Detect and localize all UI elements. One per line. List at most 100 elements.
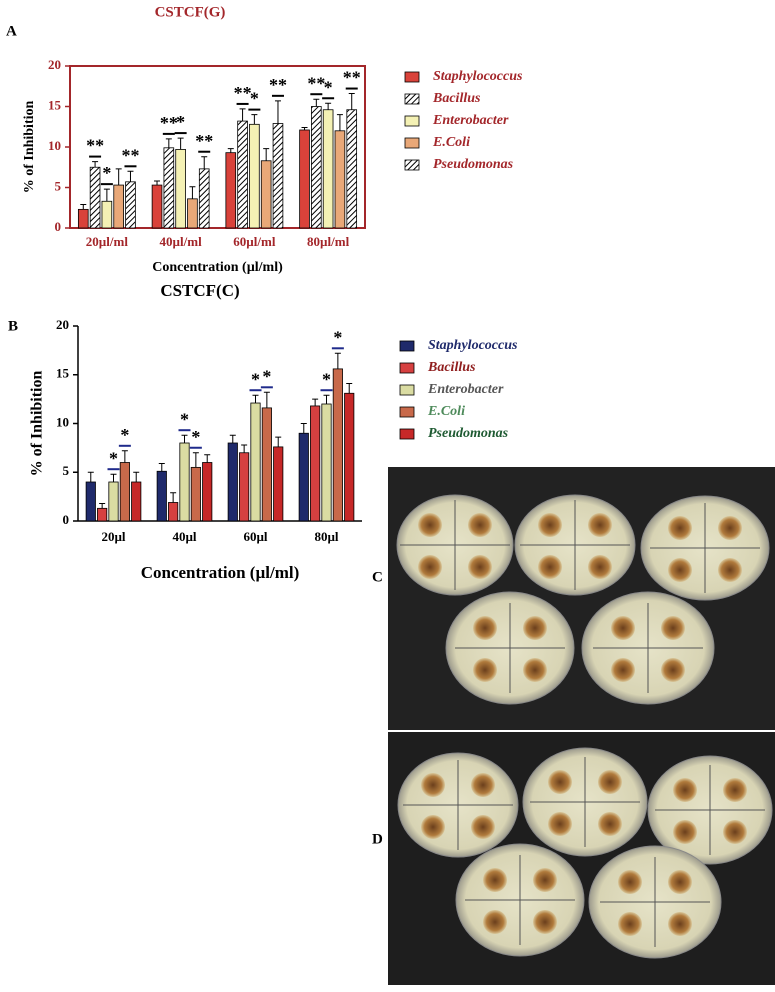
chart-title: CSTCF(G) (155, 4, 226, 20)
error-bar (165, 138, 172, 148)
bar (77, 208, 89, 229)
zone (533, 910, 557, 934)
error-bar (170, 492, 177, 503)
zone (473, 658, 497, 682)
bar (163, 147, 175, 229)
bar (310, 405, 321, 522)
zone (673, 820, 697, 844)
error-bar (121, 450, 128, 463)
plot-frame (69, 65, 366, 229)
inhibition-zones (400, 500, 765, 947)
error-bar (348, 93, 355, 110)
legend-label: Bacillus (427, 360, 476, 375)
error-bar (227, 148, 234, 153)
photo-c (388, 467, 775, 730)
zone (618, 870, 642, 894)
legend-swatch (404, 71, 420, 83)
significance-mark: * (176, 112, 185, 132)
bar (299, 129, 310, 229)
error-bar (201, 156, 208, 169)
bar (250, 402, 261, 522)
significance-mark: ** (86, 136, 104, 156)
photo-d (388, 732, 775, 985)
error-bar (346, 383, 353, 394)
zone (421, 815, 445, 839)
bar (311, 106, 322, 229)
error-bar (133, 471, 140, 482)
zone (598, 812, 622, 836)
panel-label: B (8, 318, 18, 334)
significance-mark: ** (343, 68, 361, 88)
bar (131, 481, 142, 522)
zone (723, 778, 747, 802)
error-bar (323, 394, 330, 404)
zone (668, 516, 692, 540)
panel-label: A (6, 23, 17, 39)
significance-mark: * (262, 366, 271, 386)
zone (523, 616, 547, 640)
legend-label: Enterobacter (432, 113, 509, 128)
error-bar (263, 391, 270, 408)
error-bar (103, 188, 110, 202)
zone (661, 616, 685, 640)
error-bar (87, 471, 94, 482)
bar (332, 368, 343, 522)
significance-mark: ** (121, 145, 139, 165)
bar (249, 123, 260, 229)
legend-swatch (404, 159, 420, 171)
zone (611, 658, 635, 682)
bar (113, 184, 124, 229)
error-bar (334, 352, 341, 369)
significance-mark: * (102, 163, 111, 183)
error-bar (192, 452, 199, 468)
y-tick-label: 20 (56, 317, 69, 332)
panel-label: C (372, 569, 383, 585)
zone (471, 773, 495, 797)
zone (618, 912, 642, 936)
zone (673, 778, 697, 802)
zone (473, 616, 497, 640)
bar (187, 198, 198, 229)
legend-swatch (404, 93, 420, 105)
error-bar (301, 127, 308, 130)
error-bar (154, 180, 161, 186)
x-tick-label: 40µl/ml (160, 234, 203, 249)
x-axis-label: Concentration (µl/ml) (141, 563, 300, 582)
zone (668, 870, 692, 894)
error-bar (241, 444, 248, 453)
error-bar (158, 462, 165, 472)
error-bar (275, 436, 282, 447)
legend-swatch (399, 384, 415, 396)
bar (198, 168, 210, 229)
zone (548, 812, 572, 836)
legend-label: Staphylococcus (428, 338, 518, 353)
error-bar (92, 161, 99, 168)
x-tick-label: 80µl/ml (307, 234, 350, 249)
error-bar (189, 186, 196, 199)
significance-mark: ** (269, 75, 287, 95)
zone (718, 516, 742, 540)
y-tick-label: 10 (56, 414, 69, 429)
legend-label: Pseudomonas (428, 426, 509, 441)
bar (97, 507, 108, 522)
legend-swatch (404, 115, 420, 127)
panel-label: D (372, 831, 383, 847)
legend-label: E.Coli (427, 404, 465, 419)
significance-mark: ** (234, 83, 252, 103)
error-bar (251, 114, 258, 125)
y-tick-label: 15 (56, 366, 70, 381)
zone (483, 868, 507, 892)
zone (588, 513, 612, 537)
error-bar (300, 423, 307, 434)
y-tick-label: 20 (48, 57, 61, 72)
zone (538, 555, 562, 579)
error-bar (239, 108, 246, 122)
significance-mark: * (180, 409, 189, 429)
error-bar (115, 168, 122, 186)
significance-mark: * (120, 425, 129, 445)
y-tick-label: 0 (63, 512, 70, 527)
legend-label: Bacillus (432, 91, 481, 106)
bar (239, 452, 250, 522)
legend-swatch (399, 406, 415, 418)
zone (538, 513, 562, 537)
